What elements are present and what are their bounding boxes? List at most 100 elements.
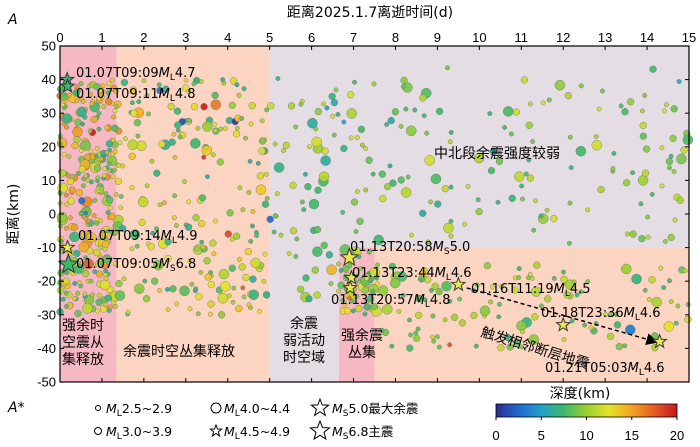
aftershock-dot-695 [670,105,678,113]
aftershock-dot-443 [241,294,247,300]
aftershock-dot-221 [82,270,90,278]
aftershock-dot-278 [83,255,89,261]
aftershock-dot-194 [105,196,114,204]
aftershock-dot-331 [138,218,146,227]
aftershock-dot-248 [95,308,101,314]
aftershock-dot-536 [324,105,330,111]
aftershock-dot-686 [530,139,535,144]
aftershock-dot-613 [368,278,374,283]
aftershock-dot-132 [114,104,120,110]
legend-symbol-5 [309,419,331,441]
aftershock-dot-430 [186,88,192,94]
aftershock-dot-477 [262,251,268,257]
aftershock-dot-397 [193,286,199,292]
aftershock-dot-213 [74,84,80,90]
aftershock-dot-432 [259,118,265,124]
aftershock-dot-666 [671,169,677,174]
aftershock-dot-685 [495,199,501,205]
aftershock-dot-903 [649,65,657,73]
aftershock-dot-724 [462,221,468,227]
y-tick-label-0: 50 [42,39,56,54]
event-star-5 [343,269,360,285]
aftershock-dot-653 [638,235,646,243]
aftershock-dot-796 [429,287,434,293]
aftershock-dot-860 [630,170,635,176]
x-tick-label-8: 8 [392,30,399,45]
aftershock-dot-137 [111,114,117,120]
aftershock-dot-470 [146,111,151,117]
aftershock-dot-821 [379,327,385,333]
aftershock-dot-365 [179,285,190,296]
aftershock-dot-403 [162,85,170,93]
axes: 0 1 2 3 4 5 6 7 8 9 10 11 12 13 14 1550403020100-10-20-… [5,4,696,416]
aftershock-dot-305 [243,135,248,141]
aftershock-dot-485 [187,306,193,312]
legend-symbol-4 [310,397,330,417]
aftershock-dot-791 [621,263,632,275]
aftershock-dot-714 [676,196,684,204]
aftershock-dot-345 [119,224,127,233]
aftershock-dot-807 [622,343,628,349]
aftershock-dot-819 [413,334,421,343]
event-label-3: 01.07T09:05MS6.8 [76,257,196,274]
aftershock-dot-261 [84,206,90,212]
aftershock-dot-678 [533,198,538,204]
aftershock-dot-394 [198,269,204,275]
aftershock-dot-893 [664,102,669,108]
aftershock-dot-826 [667,278,672,284]
aftershock-dot-882 [600,88,605,94]
aftershock-dot-840 [658,265,664,271]
aftershock-dot-28 [69,231,80,243]
legend-symbol-1 [94,427,102,435]
aftershock-dot-456 [207,300,215,308]
aftershock-dot-393 [177,134,183,140]
aftershock-dot-815 [642,287,648,293]
aftershock-dot-226 [105,228,111,234]
aftershock-dot-701 [448,129,454,135]
aftershock-dot-798 [673,320,679,326]
aftershock-dot-253 [67,197,75,205]
aftershock-dot-777 [389,343,395,349]
aftershock-dot-342 [201,154,207,160]
aftershock-dot-170 [91,213,97,218]
aftershock-dot-326 [186,199,192,205]
aftershock-dot-316 [141,78,147,84]
aftershock-dot-731 [538,213,544,219]
aftershock-dot-562 [337,281,345,289]
aftershock-dot-24 [74,309,82,318]
aftershock-dot-95 [113,192,119,197]
aftershock-dot-704 [475,208,483,216]
aftershock-dot-388 [248,102,256,110]
aftershock-dot-473 [217,293,229,304]
aftershock-dot-868 [350,198,359,206]
aftershock-dot-79 [88,92,94,97]
aftershock-dot-260 [75,89,81,95]
aftershock-dot-713 [611,150,617,156]
colorbar-gradient [495,403,678,418]
aftershock-dot-889 [333,87,339,93]
aftershock-dot-313 [210,99,222,110]
aftershock-dot-81 [75,290,81,296]
aftershock-dot-637 [567,200,573,206]
aftershock-dot-672 [378,170,386,178]
region-label-3-1: 丛集 [348,344,376,361]
aftershock-dot-575 [358,266,363,271]
aftershock-dot-204 [110,174,116,180]
aftershock-dot-837 [513,338,521,346]
event-label-0: 01.07T09:09ML4.7 [76,66,196,83]
aftershock-dot-400 [171,131,177,137]
aftershock-dot-188 [64,303,69,309]
aftershock-dot-897 [489,148,497,156]
y-tick-label-2: 30 [42,106,56,121]
aftershock-dot-416 [229,237,235,243]
aftershock-dot-711 [526,157,532,163]
aftershock-dot-735 [488,299,493,305]
aftershock-dot-231 [113,148,118,154]
aftershock-dot-459 [234,82,240,88]
x-tick-label-7: 7 [350,30,357,45]
aftershock-dot-183 [78,165,86,173]
aftershock-dot-541 [311,136,322,148]
aftershock-dot-862 [80,99,86,104]
aftershock-dot-534 [330,98,339,107]
aftershock-dot-287 [99,186,105,192]
